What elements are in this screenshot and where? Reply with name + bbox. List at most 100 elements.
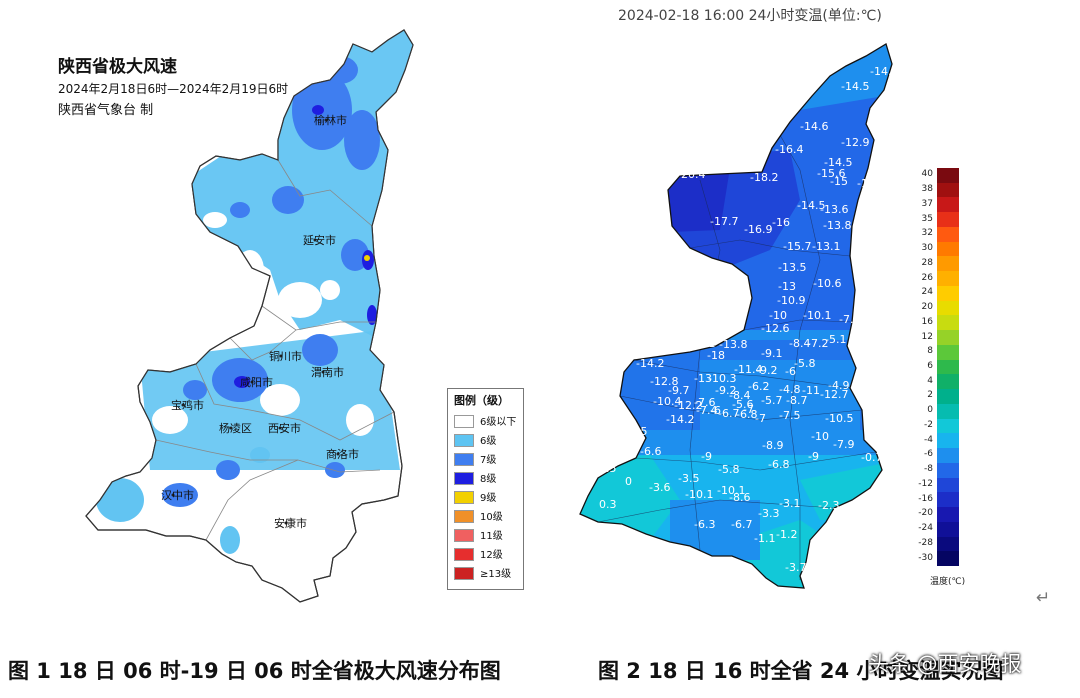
station-value: -14.6 bbox=[870, 65, 898, 78]
legend-swatch bbox=[454, 491, 474, 504]
city-label: 宝鸡市 bbox=[171, 398, 204, 412]
legend-label: 11级 bbox=[480, 531, 503, 542]
station-value: -14.5 bbox=[797, 199, 825, 212]
station-value: -5.1 bbox=[825, 333, 846, 346]
station-value: -9.1 bbox=[761, 347, 782, 360]
colorbar-tick: 28 bbox=[921, 257, 933, 268]
city-label: 西安市 bbox=[268, 421, 301, 435]
colorbar-tick: 40 bbox=[921, 169, 933, 180]
legend-label: 12级 bbox=[480, 550, 503, 561]
return-glyph-icon: ↵ bbox=[1036, 588, 1051, 608]
colorbar-segment bbox=[937, 418, 959, 434]
legend-item: 10级 bbox=[454, 508, 522, 524]
legend-label: ≥13级 bbox=[480, 569, 512, 580]
colorbar-tick: 12 bbox=[921, 331, 933, 342]
colorbar-tick: 8 bbox=[927, 346, 933, 357]
station-value: 0.3 bbox=[599, 498, 617, 511]
colorbar-segment bbox=[937, 271, 959, 287]
station-value: -18 bbox=[707, 349, 725, 362]
station-value: -15.1 bbox=[687, 337, 715, 350]
station-value: -16.4 bbox=[775, 143, 803, 156]
colorbar-tick: -12 bbox=[918, 478, 933, 489]
legend-swatch bbox=[454, 415, 474, 428]
station-value: -6.3 bbox=[694, 518, 715, 531]
station-value: -9 bbox=[701, 450, 712, 463]
station-value: -6.2 bbox=[748, 380, 769, 393]
colorbar-tick: 37 bbox=[921, 198, 933, 209]
station-value: -11.4 bbox=[734, 363, 762, 376]
station-value: -10.4 bbox=[653, 395, 681, 408]
station-value: -13.6 bbox=[820, 203, 848, 216]
colorbar-tick: -4 bbox=[924, 434, 933, 445]
wind-map-issuer: 陕西省气象台 制 bbox=[58, 103, 154, 118]
station-value: -4.9 bbox=[828, 379, 849, 392]
legend-swatch bbox=[454, 510, 474, 523]
station-value: -10.6 bbox=[813, 277, 841, 290]
wind-legend-title: 图例（级） bbox=[454, 394, 509, 407]
station-value: -18.2 bbox=[750, 171, 778, 184]
colorbar-segment bbox=[937, 433, 959, 449]
city-marker bbox=[313, 238, 317, 242]
station-value: -11 bbox=[802, 384, 820, 397]
colorbar-tick: 24 bbox=[921, 287, 933, 298]
legend-label: 6级以下 bbox=[480, 417, 517, 428]
legend-item: 6级以下 bbox=[454, 413, 522, 429]
city-marker bbox=[278, 426, 282, 430]
figure-2-caption: 图 2 18 日 16 时全省 24 小时变温实况图 bbox=[598, 659, 1004, 683]
colorbar-segment bbox=[937, 241, 959, 257]
legend-label: 8级 bbox=[480, 474, 497, 485]
station-value: -10 bbox=[811, 430, 829, 443]
station-value: -3.7 bbox=[785, 561, 806, 574]
station-value: -6 bbox=[710, 404, 721, 417]
colorbar-segment bbox=[937, 330, 959, 346]
station-value: -14.5 bbox=[841, 80, 869, 93]
station-value: -7.9 bbox=[833, 438, 854, 451]
station-value: -15.6 bbox=[817, 167, 845, 180]
city-marker bbox=[181, 403, 185, 407]
colorbar-segment bbox=[937, 344, 959, 361]
wind-map-period: 2024年2月18日6时—2024年2月19日6时 bbox=[58, 82, 289, 96]
station-value: -12.9 bbox=[841, 136, 869, 149]
station-value: -15.7 bbox=[783, 240, 811, 253]
station-value: -6 bbox=[785, 365, 796, 378]
temperature-colorbar: 40 38 37 35 32 30 28 26 24 20 16 12 8 6 4 2 0 -2 -4 -6 -8 -12… bbox=[918, 168, 959, 567]
station-value: -5.8 bbox=[718, 463, 739, 476]
station-value: 0 bbox=[625, 475, 632, 488]
colorbar-tick: 30 bbox=[921, 243, 933, 254]
city-label: 渭南市 bbox=[311, 365, 344, 379]
station-value: -10.9 bbox=[777, 294, 805, 307]
station-value: -7.2 bbox=[807, 337, 828, 350]
colorbar-tick: 32 bbox=[921, 228, 933, 239]
station-value: -5.7 bbox=[761, 394, 782, 407]
city-label: 杨凌区 bbox=[219, 421, 252, 435]
station-value: -7 bbox=[755, 412, 766, 425]
legend-item: 9级 bbox=[454, 489, 522, 505]
colorbar-tick: -28 bbox=[918, 537, 933, 548]
station-value: -6.7 bbox=[718, 407, 739, 420]
colorbar-segment bbox=[937, 212, 959, 228]
legend-item: 8级 bbox=[454, 470, 522, 486]
station-value: -0.7 bbox=[861, 451, 882, 464]
city-marker bbox=[324, 118, 328, 122]
watermark: 头条 @西安晚报 bbox=[868, 652, 1022, 676]
station-value: -3.6 bbox=[649, 481, 670, 494]
station-value: -13.8 bbox=[823, 219, 851, 232]
station-value: -13 bbox=[778, 280, 796, 293]
colorbar-tick: 35 bbox=[921, 213, 933, 224]
station-value: -7.5 bbox=[779, 409, 800, 422]
station-value: -4.8 bbox=[779, 383, 800, 396]
station-value: -10.3 bbox=[708, 372, 736, 385]
colorbar-tick: -30 bbox=[918, 552, 933, 563]
station-value: -9.7 bbox=[668, 384, 689, 397]
station-value: -12.2 bbox=[674, 399, 702, 412]
station-value: -12.6 bbox=[761, 322, 789, 335]
colorbar-tick: -6 bbox=[924, 449, 933, 460]
legend-label: 6级 bbox=[480, 436, 497, 447]
station-value: -5.8 bbox=[794, 357, 815, 370]
colorbar-segment bbox=[937, 256, 959, 272]
legend-item: 11级 bbox=[454, 527, 522, 543]
legend-swatch bbox=[454, 453, 474, 466]
colorbar-segment bbox=[937, 226, 959, 243]
legend-swatch bbox=[454, 548, 474, 561]
colorbar-tick: 38 bbox=[921, 184, 933, 195]
